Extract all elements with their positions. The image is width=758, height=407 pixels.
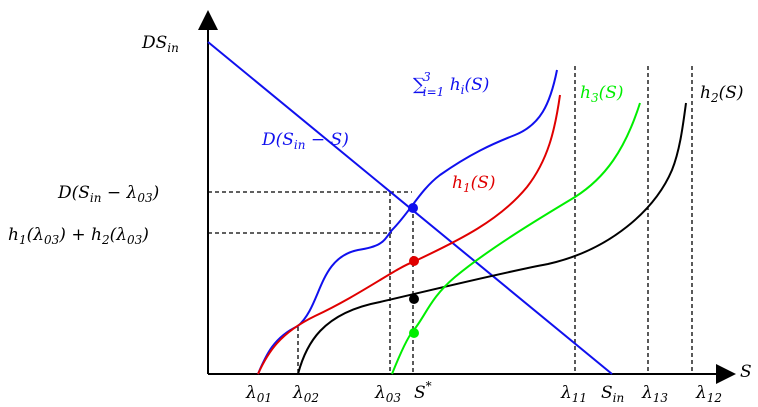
label-d-sin-minus-s: D(Sin − S) (261, 130, 349, 152)
x-label-lambda13: λ13 (641, 383, 668, 405)
point-h3 (409, 328, 419, 338)
y-label-h1-plus-h2: h1(λ03) + h2(λ03) (8, 225, 149, 247)
curve-h3 (391, 102, 641, 375)
x-label-lambda01: λ01 (245, 383, 272, 405)
curve-sum-h (257, 69, 558, 375)
x-label-lambda02: λ02 (292, 383, 319, 405)
label-h1: h1(S) (452, 173, 496, 195)
y-axis-label: DSin (141, 33, 179, 55)
x-label-lambda12: λ12 (695, 383, 722, 405)
x-label-lambda03: λ03 (374, 383, 401, 405)
x-label-lambda11: λ11 (560, 383, 587, 405)
curve-h2 (297, 102, 687, 375)
x-label-sin: Sin (601, 383, 624, 405)
point-h1 (409, 256, 419, 266)
label-h3: h3(S) (580, 83, 624, 105)
y-label-d-sin-minus-lambda03: D(Sin − λ03) (57, 183, 159, 205)
label-sum-h: ∑3 i=1 hi(S) (413, 70, 489, 99)
label-h2: h2(S) (700, 83, 744, 105)
x-label-sstar: S* (414, 379, 432, 403)
intersection-point-sum (408, 203, 418, 213)
point-h2 (409, 294, 419, 304)
x-axis-label: S (740, 362, 752, 382)
